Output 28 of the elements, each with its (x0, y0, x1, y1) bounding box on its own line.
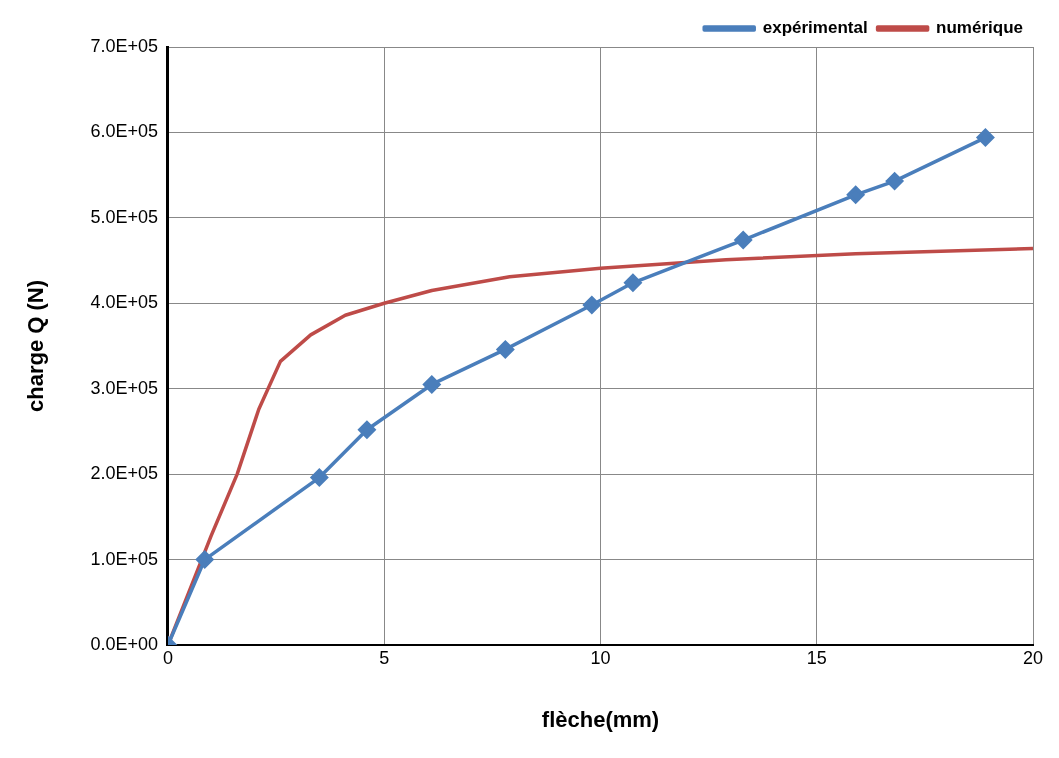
x-tick-label: 15 (806, 647, 827, 668)
x-tick-label: 20 (1022, 647, 1044, 668)
y-axis-title: charge Q (N) (23, 279, 49, 413)
x-axis-title: flèche(mm) (541, 706, 660, 732)
point (310, 468, 329, 487)
point (423, 375, 441, 394)
point (624, 274, 642, 292)
point (885, 172, 904, 190)
y-tick-label: 3.0E+05 (90, 377, 158, 398)
y-tick-label: 2.0E+05 (90, 463, 158, 484)
y-tick-label: 7.0E+05 (90, 35, 158, 56)
legend-label: expérimental (762, 18, 868, 38)
point (583, 296, 601, 314)
x-tick-label: 0 (162, 647, 173, 668)
legend-label: numérique (936, 18, 1024, 38)
point (195, 550, 214, 569)
y-tick-label: 5.0E+05 (90, 206, 158, 227)
y-tick-label: 6.0E+05 (90, 121, 158, 142)
point (976, 128, 995, 147)
x-tick-label: 10 (590, 647, 611, 668)
y-tick-label: 1.0E+05 (90, 548, 158, 569)
point (496, 340, 515, 359)
x-tick-label: 5 (379, 647, 390, 668)
y-tick-label: 0.0E+00 (90, 633, 158, 654)
point (358, 420, 376, 439)
point (734, 231, 752, 249)
y-tick-label: 4.0E+05 (90, 292, 158, 313)
point (846, 186, 865, 204)
